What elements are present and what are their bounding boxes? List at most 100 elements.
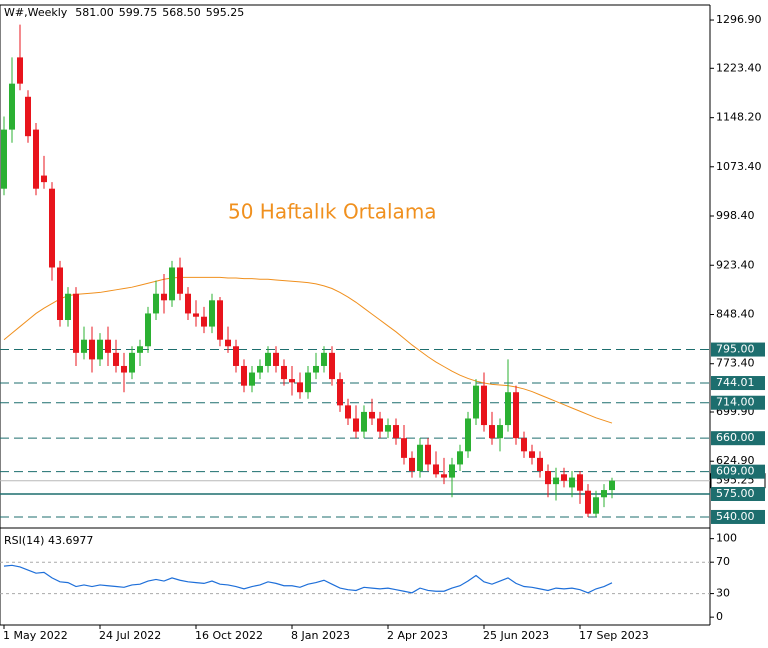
- rsi-title: RSI(14) 43.6977: [4, 534, 93, 547]
- candle-body: [9, 83, 15, 130]
- level-box: [711, 431, 765, 446]
- candle-body: [249, 372, 255, 386]
- candle-body: [609, 480, 615, 491]
- candle-body: [417, 444, 423, 472]
- title-value: 581.00: [75, 6, 114, 19]
- candle-body: [401, 438, 407, 458]
- candle-body: [177, 267, 183, 294]
- candle-body: [281, 365, 287, 380]
- candle-body: [521, 438, 527, 452]
- candle-body: [473, 385, 479, 419]
- candle-body: [113, 352, 119, 366]
- x-tick-label: 2 Apr 2023: [387, 629, 448, 642]
- y-tick-label: 998.40: [716, 209, 755, 222]
- symbol: W#,Weekly: [4, 6, 68, 19]
- candle-body: [353, 418, 359, 432]
- candle-body: [33, 129, 39, 189]
- rsi-y-tick-label: 70: [716, 555, 730, 568]
- candle-body: [81, 339, 87, 353]
- y-tick-label: 848.40: [716, 307, 755, 320]
- candle-body: [585, 490, 591, 514]
- candle-body: [345, 405, 351, 419]
- level-box: [711, 395, 765, 410]
- candle-body: [57, 267, 63, 321]
- candle-body: [161, 293, 167, 301]
- candle-body: [361, 411, 367, 432]
- level-box: [711, 342, 765, 357]
- candle-body: [337, 379, 343, 406]
- candle-body: [449, 464, 455, 478]
- candle-body: [369, 411, 375, 419]
- candle-body: [289, 379, 295, 383]
- candle-body: [433, 464, 439, 475]
- candle-body: [601, 490, 607, 498]
- candle-body: [481, 385, 487, 426]
- y-tick-label: 1223.40: [716, 61, 762, 74]
- level-box: [711, 486, 765, 501]
- candle-body: [465, 418, 471, 452]
- candle-body: [497, 425, 503, 439]
- y-tick-label: 923.40: [716, 258, 755, 271]
- candle-body: [49, 188, 55, 268]
- candle-body: [273, 352, 279, 366]
- candle-body: [553, 477, 559, 485]
- rsi-line: [3, 564, 613, 594]
- candle-body: [17, 57, 23, 84]
- moving-average: [3, 276, 613, 424]
- level-label: 660.00: [716, 431, 755, 444]
- candle-body: [217, 300, 223, 340]
- annotation: 50 Haftalık Ortalama: [228, 200, 437, 224]
- title-value: 595.25: [206, 6, 245, 19]
- candle-body: [201, 316, 207, 327]
- candle-body: [185, 293, 191, 314]
- candle-body: [537, 457, 543, 472]
- candle-body: [297, 382, 303, 393]
- candle-body: [41, 175, 47, 183]
- candle-body: [489, 425, 495, 439]
- candle-body: [569, 477, 575, 488]
- level-box: [711, 509, 765, 524]
- level-label: 714.00: [716, 396, 755, 409]
- level-label: 795.00: [716, 343, 755, 356]
- x-tick-label: 8 Jan 2023: [291, 629, 350, 642]
- x-tick-label: 16 Oct 2022: [195, 629, 263, 642]
- y-tick-label: 624.90: [716, 454, 755, 467]
- candle-body: [265, 352, 271, 366]
- candle-body: [321, 352, 327, 366]
- level-label: 540.00: [716, 510, 755, 523]
- rsi-y-tick-label: 0: [716, 610, 723, 623]
- candle-body: [193, 313, 199, 317]
- candle-body: [153, 293, 159, 314]
- level-label: 575.00: [716, 487, 755, 500]
- candle-body: [129, 352, 135, 373]
- level-label: 609.00: [716, 465, 755, 478]
- level-label: 744.01: [716, 376, 755, 389]
- rsi-y-tick-label: 30: [716, 587, 730, 600]
- candle-body: [329, 352, 335, 380]
- candle-body: [105, 339, 111, 353]
- candle-body: [441, 474, 447, 478]
- candle-body: [89, 339, 95, 360]
- candle-body: [97, 339, 103, 360]
- y-tick-label: 1296.90: [716, 13, 762, 26]
- candle-body: [393, 425, 399, 439]
- candle-body: [121, 365, 127, 373]
- candle-body: [25, 96, 31, 137]
- x-tick-label: 24 Jul 2022: [99, 629, 161, 642]
- candle-body: [145, 313, 151, 347]
- candle-body: [65, 293, 71, 321]
- candle-body: [313, 365, 319, 373]
- chart-title: W#,Weekly 581.00 599.75 568.50 595.25: [4, 6, 244, 19]
- candle-body: [593, 497, 599, 514]
- candle-body: [137, 346, 143, 353]
- candle-body: [209, 300, 215, 327]
- x-tick-label: 1 May 2022: [3, 629, 68, 642]
- candle-body: [561, 474, 567, 481]
- candle-body: [1, 129, 7, 189]
- candle-body: [305, 372, 311, 393]
- level-box: [711, 376, 765, 391]
- candle-body: [529, 451, 535, 458]
